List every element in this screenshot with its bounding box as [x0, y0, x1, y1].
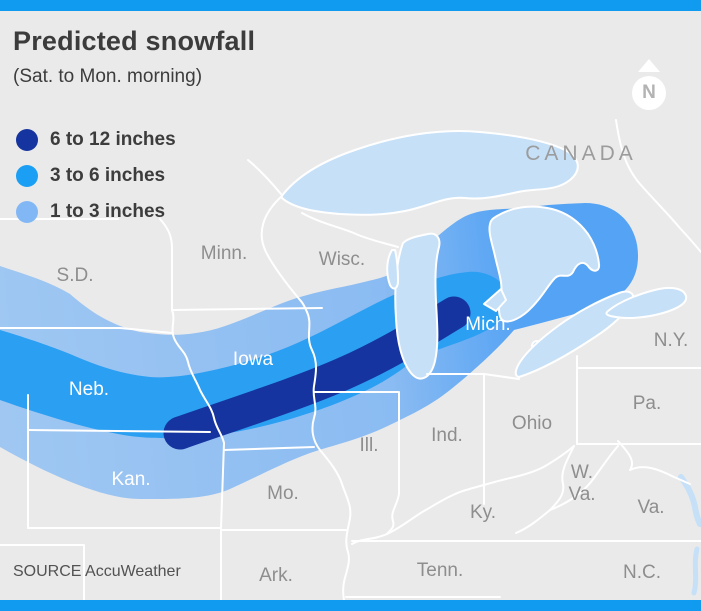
legend-item-3-6: 3 to 6 inches [15, 163, 176, 188]
east-rivers [678, 474, 701, 596]
page-title: Predicted snowfall [13, 26, 256, 56]
border-on-qc [615, 119, 701, 253]
potomac-river [617, 440, 691, 485]
border-ia-mo [223, 446, 315, 451]
state-label-ohio: Ohio [512, 413, 552, 434]
legend-label: 1 to 3 inches [50, 200, 166, 222]
state-label-minn: Minn. [201, 243, 247, 264]
legend-dot-medium [16, 164, 38, 187]
legend-label: 6 to 12 inches [50, 128, 176, 150]
legend-dot-light [16, 200, 38, 223]
state-label-wisc: Wisc. [319, 249, 365, 270]
green-bay [386, 249, 399, 290]
state-label-pa: Pa. [633, 393, 662, 414]
border-il-in [386, 391, 400, 535]
chesapeake-river [691, 546, 700, 596]
lake-superior [280, 129, 579, 216]
state-label-wva-line2: Va. [568, 484, 595, 505]
border-mn-ia [171, 307, 323, 311]
compass-letter: N [642, 82, 656, 103]
state-label-wva-line1: W. [571, 462, 593, 483]
state-label-ill: Ill. [360, 435, 379, 456]
state-label-ind: Ind. [431, 425, 463, 446]
legend-dot-dark [16, 128, 38, 151]
header: Predicted snowfall (Sat. to Mon. morning… [13, 26, 255, 88]
state-label-ny: N.Y. [654, 330, 689, 351]
state-label-ky: Ky. [470, 502, 496, 523]
saginaw-bay [483, 288, 507, 312]
legend-label: 3 to 6 inches [50, 164, 166, 186]
ohio-river [351, 445, 575, 545]
state-label-tenn: Tenn. [417, 560, 463, 581]
map-labels: CANADA Minn. Wisc. S.D. Mich. N.Y. Iowa … [57, 142, 689, 586]
lake-michigan [394, 232, 441, 380]
legend-item-1-3: 1 to 3 inches [15, 199, 176, 224]
legend-swatch-medium-icon [16, 164, 38, 187]
border-va-ky [515, 509, 551, 534]
missouri-river [171, 309, 225, 444]
great-lakes [280, 129, 688, 380]
top-accent-bar [0, 0, 701, 11]
border-mn-west [159, 218, 173, 311]
state-label-neb: Neb. [69, 379, 109, 400]
border-mn-canada [247, 159, 282, 195]
border-ne-ks [27, 429, 211, 433]
border-wv-va [549, 445, 619, 511]
state-label-ark: Ark. [259, 565, 293, 586]
legend-item-6-12: 6 to 12 inches [15, 127, 176, 152]
state-label-mich: Mich. [465, 314, 510, 335]
mississippi-river [306, 311, 352, 607]
state-borders [0, 119, 701, 611]
country-label-canada: CANADA [525, 142, 637, 165]
border-sd-ne [0, 327, 173, 334]
border-wv-west [549, 445, 575, 511]
source-credit: SOURCE AccuWeather [13, 563, 181, 580]
state-label-va: Va. [637, 497, 664, 518]
border-tx-ok [0, 544, 85, 611]
state-label-kan: Kan. [111, 469, 150, 490]
border-wi-up [301, 212, 399, 248]
state-label-mo: Mo. [267, 483, 299, 504]
state-label-sd: S.D. [57, 265, 94, 286]
potomac-estuary [678, 474, 701, 527]
bottom-accent-bar [0, 600, 701, 611]
compass-circle: N [632, 76, 666, 110]
lake-erie [514, 290, 635, 378]
lake-huron [488, 205, 601, 323]
border-ks-mo [220, 442, 225, 529]
legend-swatch-light-icon [16, 200, 38, 223]
state-label-nc: N.C. [623, 562, 661, 583]
state-label-iowa: Iowa [233, 349, 274, 370]
page-subtitle: (Sat. to Mon. morning) [13, 66, 203, 87]
st-croix-river [260, 195, 308, 313]
legend-swatch-dark-icon [16, 128, 38, 151]
lake-ontario [605, 286, 688, 319]
north-compass-icon: N [630, 57, 670, 113]
snow-band-3-6-inches [0, 271, 510, 439]
legend: 6 to 12 inches 3 to 6 inches 1 to 3 inch… [15, 127, 176, 235]
north-arrow-icon [638, 59, 660, 72]
